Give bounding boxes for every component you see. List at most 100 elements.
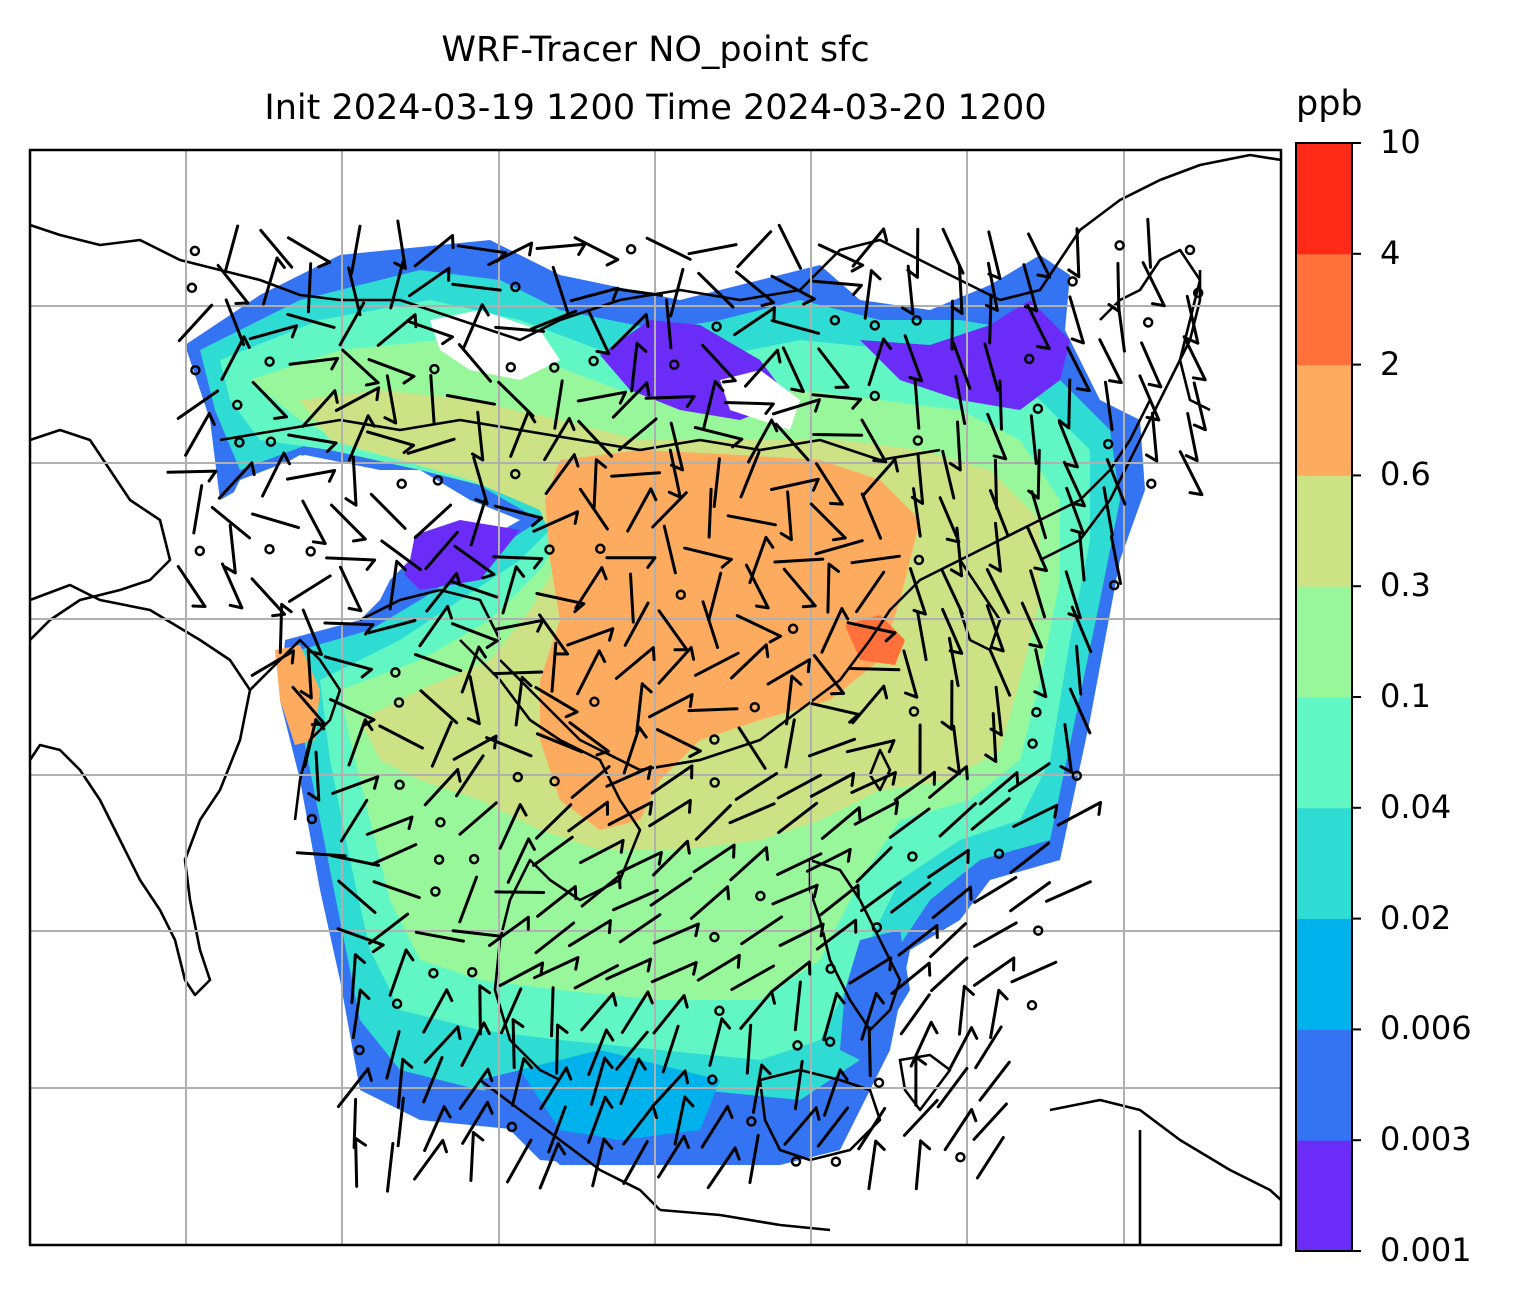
wind-barb xyxy=(820,806,862,840)
colorbar-segment xyxy=(1296,143,1352,255)
wind-barb xyxy=(812,433,864,437)
calm-wind-marker xyxy=(829,315,841,326)
wind-barb xyxy=(817,347,850,389)
wind-barb xyxy=(784,718,796,769)
wind-barb xyxy=(498,803,528,850)
wind-barb xyxy=(1056,801,1102,827)
wind-barb xyxy=(385,1030,401,1080)
wind-barb xyxy=(984,712,998,763)
wind-barb xyxy=(645,236,692,261)
wind-barb xyxy=(607,800,654,826)
wind-barb xyxy=(730,964,776,991)
wind-barb xyxy=(823,1068,849,1117)
wind-barb xyxy=(948,420,962,472)
calm-wind-marker xyxy=(625,244,637,255)
wind-barb xyxy=(414,653,463,673)
wind-barb xyxy=(779,490,793,542)
calm-wind-marker xyxy=(1146,478,1157,489)
calm-wind-marker xyxy=(549,362,560,373)
wind-barb xyxy=(449,579,499,599)
wind-barb xyxy=(550,641,558,693)
coastline-korea xyxy=(958,559,1002,652)
wind-barb xyxy=(405,319,454,346)
wind-barb xyxy=(577,419,614,458)
wind-barb xyxy=(867,1139,886,1191)
calm-wind-marker xyxy=(544,544,555,555)
wind-barb xyxy=(576,390,627,405)
wind-barb xyxy=(331,775,380,795)
wind-barb xyxy=(667,448,682,499)
wind-barb xyxy=(369,492,407,530)
wind-barb xyxy=(339,798,369,843)
wind-barb xyxy=(325,556,377,571)
wind-barb xyxy=(534,921,576,955)
calm-wind-marker xyxy=(189,245,201,257)
wind-barb xyxy=(386,1141,395,1193)
wind-barb xyxy=(1185,294,1200,345)
wind-barb xyxy=(551,265,570,315)
wind-barb xyxy=(259,228,294,269)
calm-wind-marker xyxy=(466,966,478,978)
wind-barb xyxy=(535,732,584,754)
wind-barb xyxy=(818,883,860,917)
wind-barb xyxy=(424,530,459,571)
calm-wind-marker xyxy=(510,281,521,293)
wind-barb xyxy=(366,430,416,455)
wind-barb xyxy=(430,720,453,768)
wind-barb xyxy=(1070,605,1093,653)
wind-barb xyxy=(851,684,889,725)
wind-barb xyxy=(777,223,802,270)
wind-barb xyxy=(339,565,363,613)
wind-barb xyxy=(1141,261,1166,308)
wind-barb xyxy=(656,728,702,758)
wind-barb xyxy=(650,961,698,984)
calm-wind-marker xyxy=(871,922,883,933)
wind-barb xyxy=(529,309,578,331)
wind-barb xyxy=(860,880,902,913)
calm-wind-marker xyxy=(435,817,446,828)
calm-wind-marker xyxy=(506,1121,518,1133)
wind-barb xyxy=(998,379,1003,431)
wind-barb xyxy=(811,393,863,410)
calm-wind-marker xyxy=(194,545,206,557)
wind-barb xyxy=(692,843,736,874)
wind-barb xyxy=(735,614,783,644)
wind-barb xyxy=(1102,486,1114,537)
calm-wind-marker xyxy=(869,320,881,331)
wind-barb xyxy=(555,1023,569,1075)
wind-barb xyxy=(534,686,579,719)
wind-barb xyxy=(943,1108,978,1152)
border-kazakh xyxy=(219,418,521,442)
wind-barb xyxy=(506,1138,533,1184)
wind-barb xyxy=(288,574,332,603)
calm-wind-marker xyxy=(746,1116,757,1127)
calm-wind-marker xyxy=(1142,317,1154,328)
wind-barb xyxy=(605,765,653,788)
field-patch-white-west xyxy=(225,455,420,600)
wind-barb xyxy=(973,876,1018,904)
wind-barb xyxy=(612,888,659,912)
wind-barb xyxy=(610,471,661,478)
calm-wind-marker xyxy=(264,356,275,367)
wind-barb xyxy=(177,303,214,343)
wind-barb xyxy=(568,721,610,757)
wind-barb xyxy=(418,605,453,648)
wind-barbs xyxy=(166,217,1207,1193)
wind-barb xyxy=(739,990,776,1030)
calm-wind-marker xyxy=(429,363,440,375)
wind-barb xyxy=(1067,227,1081,279)
calm-wind-marker xyxy=(430,886,441,897)
calm-wind-marker xyxy=(711,321,722,332)
wind-barb xyxy=(974,1025,1003,1070)
calm-wind-marker xyxy=(510,468,521,480)
colorbar-unit-label: ppb xyxy=(1296,84,1363,124)
wind-barb xyxy=(973,921,1018,948)
wind-barb xyxy=(1058,420,1079,469)
wind-barb xyxy=(957,984,975,1036)
wind-barb xyxy=(1109,534,1123,585)
wind-barb xyxy=(855,846,893,884)
calm-wind-marker xyxy=(709,931,720,943)
wind-barb xyxy=(619,1057,647,1105)
wind-barb xyxy=(644,395,696,408)
border-china-south xyxy=(499,659,701,772)
